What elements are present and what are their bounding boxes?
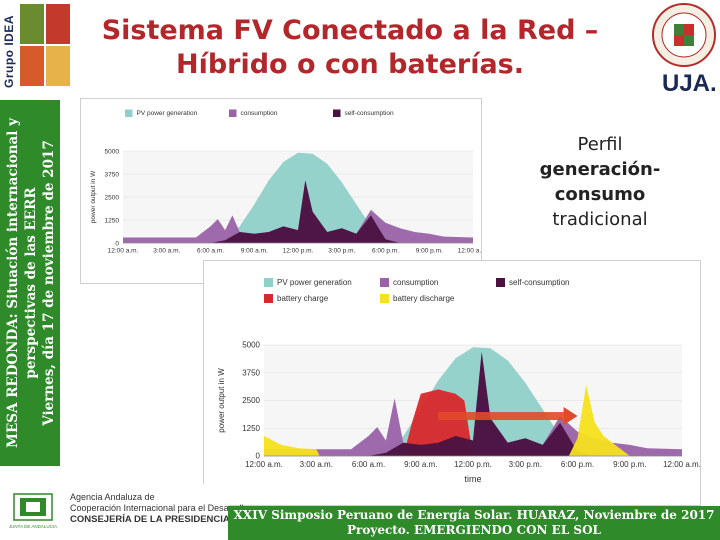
side-banner: MESA REDONDA: Situación internacional y … <box>0 100 60 466</box>
grupo-idea-logo-text: Grupo IDEA <box>2 15 16 88</box>
legend-label-pv-power-generation: PV power generation <box>277 278 352 287</box>
legend-label-battery-discharge: battery discharge <box>393 294 455 303</box>
footer-line1: XXIV Simposio Peruano de Energía Solar. … <box>233 508 715 522</box>
chart-hybrid-profile: 5000 3750 2500 1250 0 12:00 a.m. 3:00 a.m. 6:00… <box>203 260 701 506</box>
legend-swatch-pv-power-generation <box>125 109 133 117</box>
x-tick-label: 12:00 p.m. <box>454 460 492 469</box>
uja-logo: UJA. <box>662 70 718 100</box>
legend-swatch-self-consumption <box>496 278 505 287</box>
logo-block <box>20 4 44 44</box>
slide-title-line1: Sistema FV Conectado a la Red – <box>101 15 599 46</box>
caption-line1: Perfil <box>577 134 623 155</box>
x-tick-label: 3:00 p.m. <box>509 460 542 469</box>
footer-line2: Proyecto. EMERGIENDO CON EL SOL <box>347 523 601 537</box>
y-tick-label: 0 <box>115 241 119 248</box>
agency-line1: Agencia Andaluza de <box>70 492 155 502</box>
x-tick-label: 12:00 a.m. <box>108 248 139 255</box>
footer-agency: JUNTA DE ANDALUCIA Agencia Andaluza de C… <box>0 484 249 540</box>
y-tick-label: 0 <box>256 452 261 461</box>
x-tick-label: 12:00 a.m. <box>245 460 283 469</box>
x-tick-label: 12:00 a.m. <box>663 460 700 469</box>
x-tick-label: 12:00 p.m. <box>283 248 314 255</box>
x-tick-label: 9:00 p.m. <box>613 460 646 469</box>
logo-block <box>46 46 70 86</box>
slide-title-line2: Híbrido o con baterías. <box>175 49 525 80</box>
legend-swatch-consumption <box>380 278 389 287</box>
legend-swatch-battery-discharge <box>380 294 389 303</box>
x-tick-label: 6:00 a.m. <box>197 248 224 255</box>
legend-label-consumption: consumption <box>241 110 278 117</box>
y-tick-label: 1250 <box>105 218 120 225</box>
y-tick-label: 5000 <box>242 341 260 350</box>
series-area-self-consumption <box>123 180 473 243</box>
x-tick-label: 9:00 a.m. <box>241 248 268 255</box>
x-tick-label: 3:00 a.m. <box>300 460 333 469</box>
battery-transfer-arrow-shaft <box>438 412 564 421</box>
y-tick-label: 5000 <box>105 149 120 156</box>
y-tick-label: 2500 <box>242 396 260 405</box>
legend-swatch-battery-charge <box>264 294 273 303</box>
chart-traditional-profile: 5000 3750 2500 1250 0 12:00 a.m. 3:00 a.m. 6:00… <box>80 98 489 284</box>
x-tick-label: 3:00 p.m. <box>328 248 355 255</box>
x-tick-label: 6:00 a.m. <box>352 460 385 469</box>
y-tick-label: 2500 <box>105 195 120 202</box>
legend-label-pv-power-generation: PV power generation <box>137 110 198 117</box>
x-tick-label: 3:00 a.m. <box>153 248 180 255</box>
side-banner-text: MESA REDONDA: Situación internacional y … <box>0 100 60 466</box>
legend-swatch-pv-power-generation <box>264 278 273 287</box>
grupo-idea-logo: Grupo IDEA <box>0 0 74 92</box>
battery-transfer-arrow-icon <box>563 407 578 426</box>
legend-label-battery-charge: battery charge <box>277 294 329 303</box>
caption-line3: tradicional <box>552 209 648 230</box>
university-seal-icon <box>652 3 716 67</box>
legend-swatch-self-consumption <box>333 109 341 117</box>
y-axis-label: power output in W <box>90 170 97 223</box>
side-banner-line2: perspectivas de las EERR <box>23 187 39 379</box>
legend-label-consumption: consumption <box>393 278 438 287</box>
agency-department: CONSEJERÍA DE LA PRESIDENCIA <box>70 514 230 525</box>
x-axis-label: time <box>464 474 481 484</box>
legend-label-self-consumption: self-consumption <box>509 278 569 287</box>
chart-caption: Perfil generación-consumo tradicional <box>505 132 695 232</box>
emblem-text: JUNTA DE ANDALUCIA <box>9 524 57 529</box>
x-tick-label: 9:00 p.m. <box>416 248 443 255</box>
y-axis-label: power output in W <box>217 368 226 433</box>
logo-block <box>46 4 70 44</box>
legend-label-self-consumption: self-consumption <box>345 110 395 117</box>
series-area-battery-discharge <box>264 385 682 456</box>
x-tick-label: 6:00 p.m. <box>561 460 594 469</box>
junta-andalucia-emblem-icon: JUNTA DE ANDALUCIA <box>9 493 57 529</box>
series-area-consumption <box>123 180 473 243</box>
series-area-pv-power-generation <box>264 347 682 456</box>
y-tick-label: 1250 <box>242 424 260 433</box>
legend-swatch-consumption <box>229 109 237 117</box>
series-area-pv-power-generation <box>123 152 473 243</box>
side-banner-line3: Viernes, día 17 de noviembre de 2017 <box>41 140 57 426</box>
footer-bar: XXIV Simposio Peruano de Energía Solar. … <box>228 506 720 540</box>
agency-line2: Cooperación Internacional para el Desarr… <box>70 503 249 513</box>
x-tick-label: 9:00 a.m. <box>404 460 437 469</box>
y-tick-label: 3750 <box>242 368 260 377</box>
x-tick-label: 12:00 a.m. <box>458 248 481 255</box>
y-tick-label: 3750 <box>105 172 120 179</box>
slide-title: Sistema FV Conectado a la Red – Híbrido … <box>90 14 610 82</box>
x-tick-label: 6:00 p.m. <box>372 248 399 255</box>
side-banner-line1: MESA REDONDA: Situación internacional y <box>5 118 21 448</box>
agency-text: Agencia Andaluza de Cooperación Internac… <box>70 492 249 525</box>
caption-line2: generación-consumo <box>539 159 661 205</box>
uja-logo-text: UJA. <box>662 70 717 97</box>
logo-block <box>20 46 44 86</box>
